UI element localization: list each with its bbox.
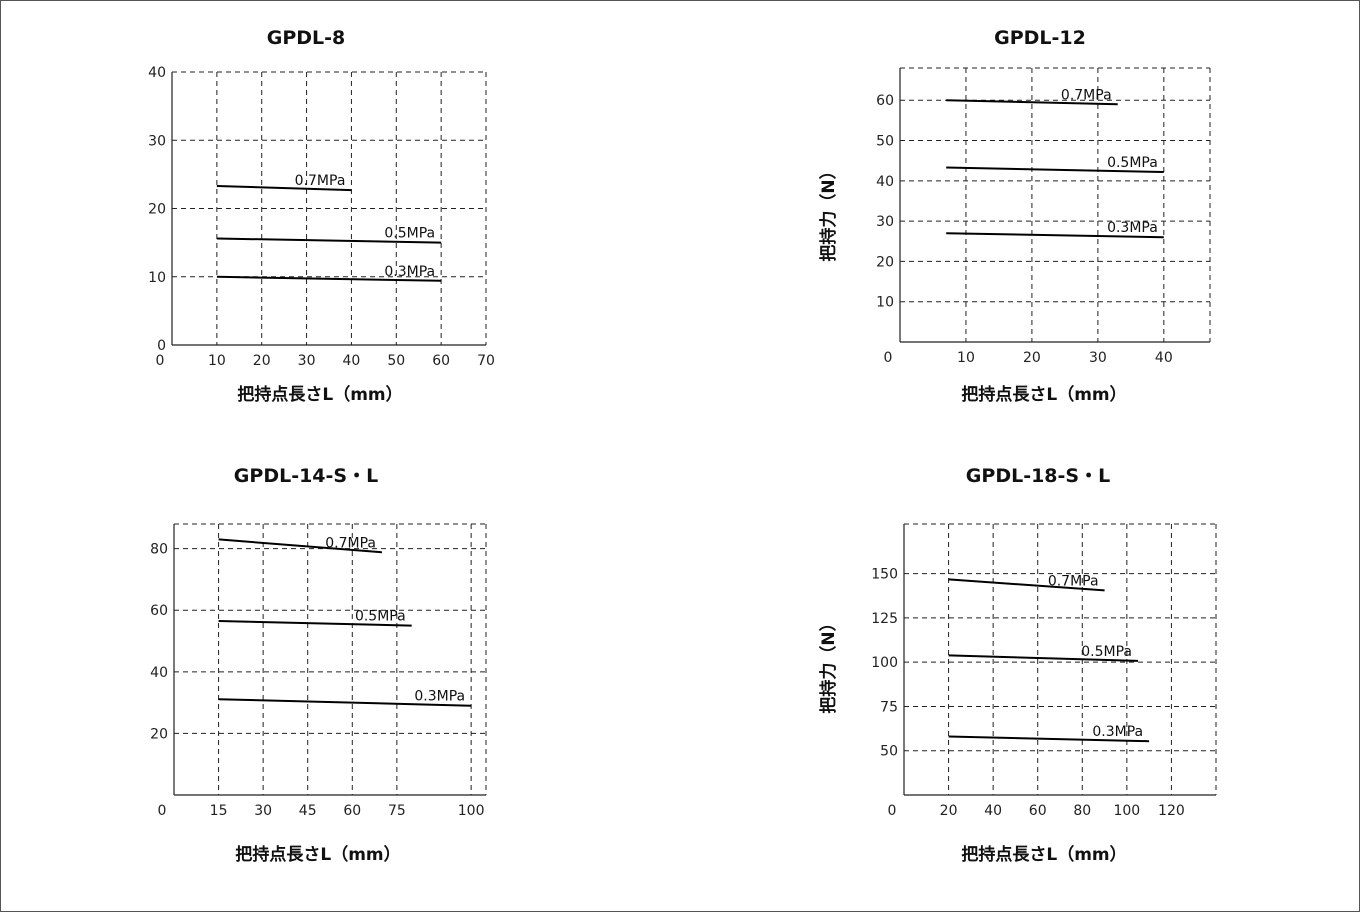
x-tick-label: 20 — [940, 803, 958, 819]
x-axis-label: 把持点長さL（mm） — [961, 844, 1126, 865]
chart-title: GPDL-18-S・L — [966, 465, 1110, 487]
chart-title: GPDL-14-S・L — [234, 465, 378, 487]
series-label: 0.3MPa — [384, 264, 435, 280]
x-tick-label: 100 — [458, 803, 485, 819]
y-tick-label: 10 — [148, 270, 166, 286]
series-line-0-5mpa — [946, 166, 1164, 173]
y-tick-label: 0 — [157, 338, 166, 354]
x-tick-label: 100 — [1113, 803, 1140, 819]
y-tick-label: 50 — [880, 744, 898, 760]
x-tick-label: 40 — [1155, 350, 1173, 366]
x-tick-label: 60 — [432, 353, 450, 369]
chart-title: GPDL-8 — [267, 27, 346, 49]
x-axis-label: 把持点長さL（mm） — [235, 844, 400, 865]
x-tick-label: 30 — [1089, 350, 1107, 366]
y-tick-label: 20 — [150, 726, 168, 742]
y-tick-label: 60 — [876, 93, 894, 109]
chart-gpdl-8: GPDL-8 把持点長さL（mm） 0 10 20 30 40 50 60 70 0 10 20 30… — [148, 27, 495, 405]
chart-gpdl-14-s-l: GPDL-14-S・L 把持点長さL（mm） 0 15 30 45 60 75 100 20 4… — [150, 465, 487, 865]
y-tick-label: 40 — [876, 174, 894, 190]
series-line-0-7mpa — [948, 578, 1105, 592]
x-tick-label: 70 — [477, 353, 495, 369]
y-tick-label: 75 — [880, 699, 898, 715]
series-line-0-3mpa — [948, 735, 1150, 743]
y-tick-label: 10 — [876, 295, 894, 311]
y-tick-label: 50 — [876, 134, 894, 150]
y-tick-label: 20 — [876, 254, 894, 270]
x-tick-label: 50 — [387, 353, 405, 369]
x-tick-label: 10 — [208, 353, 226, 369]
chart-gpdl-18-s-l: GPDL-18-S・L 把持点長さL（mm） 把持力（N） 0 20 40 60 80 1… — [818, 465, 1217, 865]
series-label: 0.7MPa — [1061, 87, 1112, 103]
x-tick-label: 30 — [254, 803, 272, 819]
series-line-0-7mpa — [946, 99, 1118, 106]
series-line-0-3mpa — [218, 698, 472, 707]
x-tick-label: 40 — [343, 353, 361, 369]
x-tick-label: 0 — [884, 350, 893, 366]
series-line-0-5mpa — [948, 654, 1139, 662]
x-tick-label: 45 — [299, 803, 317, 819]
series-line-0-3mpa — [216, 275, 442, 282]
series-label: 0.3MPa — [1092, 724, 1143, 740]
y-tick-label: 30 — [148, 133, 166, 149]
series-line-0-3mpa — [946, 232, 1164, 239]
x-axis-label: 把持点長さL（mm） — [961, 384, 1126, 405]
y-tick-label: 40 — [150, 665, 168, 681]
y-axis-label: 把持力（N） — [818, 614, 839, 713]
y-tick-label: 150 — [871, 567, 898, 583]
x-axis-label: 把持点長さL（mm） — [237, 384, 402, 405]
x-tick-label: 30 — [298, 353, 316, 369]
series-label: 0.5MPa — [355, 609, 406, 625]
y-tick-label: 30 — [876, 214, 894, 230]
x-tick-label: 60 — [343, 803, 361, 819]
series-label: 0.3MPa — [414, 689, 465, 705]
x-tick-label: 20 — [1023, 350, 1041, 366]
x-tick-label: 75 — [388, 803, 406, 819]
chart-title: GPDL-12 — [994, 27, 1086, 49]
series-label: 0.5MPa — [384, 226, 435, 242]
series-label: 0.7MPa — [325, 535, 376, 551]
x-tick-label: 0 — [156, 353, 165, 369]
x-tick-label: 60 — [1029, 803, 1047, 819]
x-tick-label: 15 — [210, 803, 228, 819]
y-tick-label: 100 — [871, 655, 898, 671]
x-tick-label: 0 — [888, 803, 897, 819]
series-label: 0.5MPa — [1081, 644, 1132, 660]
x-tick-label: 120 — [1158, 803, 1185, 819]
y-axis-label: 把持力（N） — [818, 162, 839, 261]
series-label: 0.7MPa — [1048, 573, 1099, 589]
x-tick-label: 20 — [253, 353, 271, 369]
series-line-0-5mpa — [216, 237, 442, 244]
series-label: 0.3MPa — [1107, 220, 1158, 236]
series-label: 0.7MPa — [295, 173, 346, 189]
x-tick-label: 10 — [957, 350, 975, 366]
x-tick-label: 80 — [1073, 803, 1091, 819]
x-tick-label: 0 — [158, 803, 167, 819]
series-line-0-7mpa — [218, 538, 383, 554]
y-tick-label: 20 — [148, 202, 166, 218]
y-tick-label: 80 — [150, 542, 168, 558]
y-tick-label: 40 — [148, 65, 166, 81]
x-tick-label: 40 — [984, 803, 1002, 819]
series-line-0-5mpa — [218, 620, 412, 627]
y-tick-label: 60 — [150, 603, 168, 619]
series-line-0-7mpa — [216, 185, 352, 192]
y-tick-label: 125 — [871, 611, 898, 627]
chart-gpdl-12: GPDL-12 把持点長さL（mm） 把持力（N） 0 10 20 30 40 10 20 3… — [818, 27, 1211, 405]
series-label: 0.5MPa — [1107, 155, 1158, 171]
